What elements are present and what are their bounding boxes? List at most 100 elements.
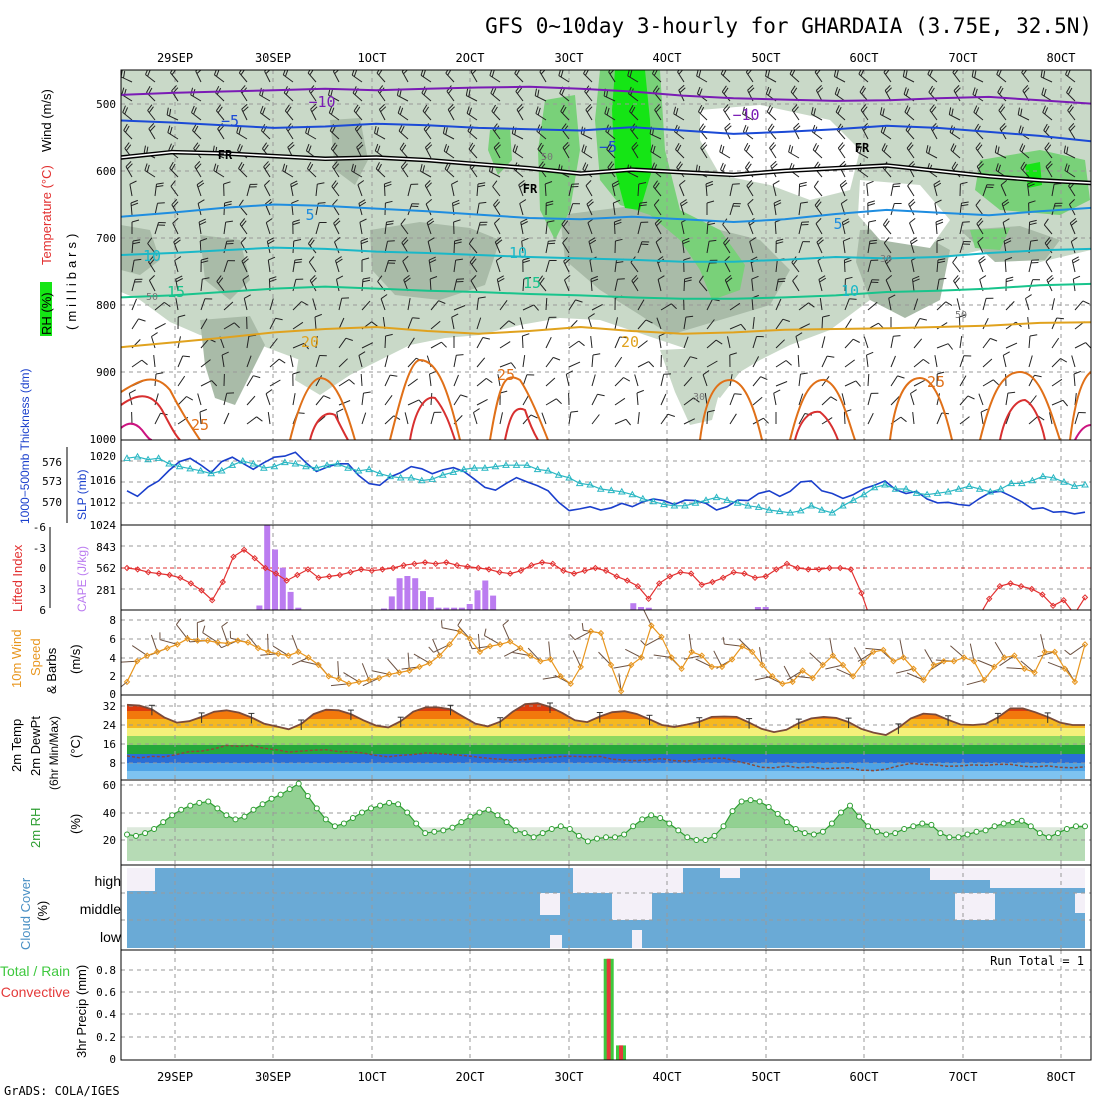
wind-barb <box>263 144 269 151</box>
wind-barb <box>334 220 341 227</box>
wind-barb <box>171 85 177 92</box>
wind-barb <box>614 377 624 387</box>
thickness-slp-lines <box>123 451 1089 516</box>
wind-barb <box>913 359 924 368</box>
wind-barb <box>697 104 703 112</box>
wind-barb <box>799 181 807 185</box>
wind-barb <box>910 393 915 406</box>
wind-barb <box>844 338 854 349</box>
wind-barb <box>707 222 716 226</box>
wind-barb <box>147 104 153 111</box>
rh2m-marker <box>756 798 763 805</box>
rh2m-marker <box>548 826 555 832</box>
wind-barb <box>547 220 555 223</box>
wind-barb <box>166 114 179 121</box>
wind-barb <box>375 162 380 170</box>
wind-axis-label-1: 10m Wind <box>9 629 24 688</box>
wind-barb <box>194 161 201 168</box>
lifted-index-marker <box>624 577 631 584</box>
wind-barb <box>452 202 460 207</box>
thickness-marker <box>365 465 373 473</box>
wind-barb <box>775 360 787 368</box>
wind-barb <box>827 355 835 358</box>
wind-barb <box>240 85 246 92</box>
wind-barb <box>469 256 476 263</box>
wind-barb <box>698 111 708 121</box>
surface-wind-barb <box>221 626 229 644</box>
wind-barb <box>586 203 593 216</box>
wind-barb <box>773 199 781 204</box>
wind-barb <box>398 130 409 140</box>
wind-barb <box>816 237 823 243</box>
wind-barb <box>590 278 593 292</box>
surface-wind-barb <box>857 651 874 662</box>
wind-barb <box>882 126 887 134</box>
wind-barb <box>628 86 632 94</box>
wind-barb <box>332 161 338 168</box>
cape-bar <box>427 597 434 610</box>
wind-barb <box>1028 260 1033 273</box>
wind-barb <box>767 129 777 140</box>
wind-barb <box>307 127 311 135</box>
wind-barb <box>470 275 477 281</box>
lifted-index-marker <box>1017 582 1025 590</box>
wind-barb <box>156 185 164 188</box>
wind-barb <box>307 237 314 244</box>
rh-legend-swatch <box>40 282 52 336</box>
temp-band <box>127 745 1085 754</box>
thickness-marker <box>628 490 637 498</box>
wind-speed-marker <box>809 674 816 682</box>
wind-barb <box>200 338 210 349</box>
wind-barb <box>934 199 942 204</box>
wind-barb <box>508 320 516 326</box>
rh-fill-region <box>295 336 360 395</box>
rh2m-marker <box>359 809 365 816</box>
wind-barb <box>978 256 985 262</box>
wind-barb <box>843 411 846 425</box>
wind-barb <box>982 317 989 330</box>
wind-barb <box>200 380 212 387</box>
lifted-yticks: -6 -3 0 3 6 843 562 281 <box>33 521 116 617</box>
wind-barb <box>1051 184 1055 197</box>
wind-barb <box>908 161 914 167</box>
wind-barb <box>263 161 269 168</box>
wind-barb <box>788 144 791 153</box>
wind-barb <box>816 201 822 208</box>
wind-barb <box>976 218 983 225</box>
wind-barb <box>631 280 639 292</box>
wind-barb <box>356 141 363 148</box>
wind-barb <box>223 322 235 330</box>
top-date-label: 6OCT <box>850 51 879 65</box>
bottom-date-label: 3OCT <box>555 1070 584 1084</box>
rh2m-marker <box>1018 817 1025 824</box>
temperature-isotherms <box>121 85 1091 349</box>
wind-barb <box>614 356 623 368</box>
wind-barb <box>468 107 472 115</box>
wind-barb <box>568 361 581 368</box>
wind-barb <box>422 165 425 173</box>
wind-barb <box>706 360 718 368</box>
wind-barb <box>606 149 616 159</box>
wind-barb <box>144 170 156 178</box>
wind-barb <box>908 204 915 216</box>
wind-barb <box>516 104 523 110</box>
wind-barb <box>655 106 662 113</box>
wind-barb <box>613 221 616 235</box>
wind-barb <box>912 412 915 425</box>
lifted-index-marker <box>741 570 748 577</box>
y-tick-label: 0.6 <box>96 986 116 999</box>
wind-barb <box>177 375 186 387</box>
wind-barb <box>535 113 547 121</box>
thickness-marker <box>712 493 721 501</box>
wind-barb <box>678 84 685 91</box>
wind-barb <box>499 341 511 349</box>
wind-barb <box>727 336 731 349</box>
wind-barb <box>351 74 363 83</box>
wind-barb <box>752 356 760 368</box>
wind-barb <box>654 182 660 189</box>
wind-barb <box>311 106 318 113</box>
wind-barb <box>1073 370 1081 375</box>
wind-barb <box>333 223 340 235</box>
surface-wind-barb <box>432 638 441 656</box>
wind-barb <box>798 203 802 216</box>
